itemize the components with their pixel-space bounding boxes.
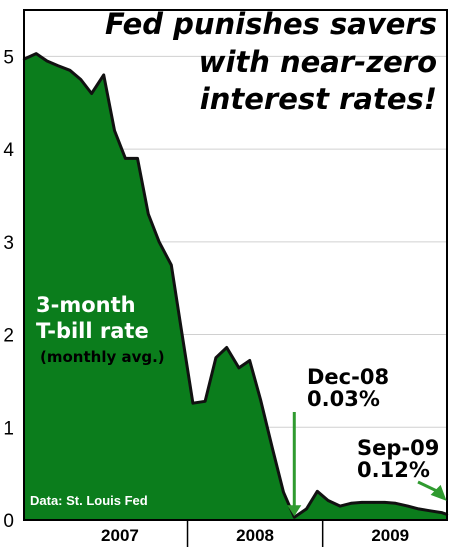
data-point [248, 359, 251, 362]
series-label-line-1: 3-month [36, 293, 136, 317]
data-point [225, 346, 228, 349]
x-tick-label: 2009 [371, 526, 409, 545]
data-point [34, 52, 38, 55]
data-point [417, 507, 420, 511]
data-point [271, 448, 274, 451]
data-point [428, 509, 431, 512]
data-point [79, 78, 82, 81]
x-axis-ticks: 2007 2008 2009 [101, 520, 409, 547]
data-point [124, 157, 127, 160]
data-point [214, 356, 218, 359]
data-point [136, 157, 139, 160]
data-point [203, 400, 207, 403]
y-tick-label: 3 [3, 233, 14, 254]
y-tick-label: 2 [3, 326, 14, 347]
annotation-arrow-sep09 [417, 480, 438, 493]
data-point [293, 516, 296, 519]
data-point [170, 263, 173, 267]
data-point [147, 212, 150, 216]
series-sublabel: (monthly avg.) [40, 348, 165, 366]
y-tick-label: 4 [3, 140, 14, 161]
y-tick-label: 5 [3, 47, 14, 68]
data-point [339, 504, 342, 508]
data-point [180, 333, 184, 336]
data-point [383, 501, 387, 504]
annotation-sep09-label: Sep-09 [357, 436, 439, 460]
data-point [349, 502, 353, 505]
data-point [326, 499, 330, 502]
annotation-sep09-value: 0.12% [357, 458, 430, 482]
chart-title-line-1: Fed punishes savers [105, 7, 437, 41]
annotation-dec08-label: Dec-08 [307, 365, 389, 389]
data-source: Data: St. Louis Fed [30, 493, 148, 508]
data-point [68, 69, 72, 72]
data-point [191, 401, 195, 405]
annotations: Dec-080.03% Sep-090.12% [287, 365, 447, 517]
data-point [157, 240, 161, 244]
data-point [113, 129, 116, 132]
annotation-dec08-value: 0.03% [307, 387, 380, 411]
data-point [56, 64, 59, 67]
data-point [406, 504, 410, 508]
data-point [305, 507, 308, 511]
data-point [259, 398, 262, 401]
y-tick-label: 0 [3, 511, 14, 532]
data-point [360, 501, 364, 504]
data-point [102, 73, 105, 77]
data-point [440, 511, 443, 514]
chart-title-line-3: interest rates! [200, 82, 437, 116]
data-point [372, 501, 376, 504]
data-point [316, 490, 319, 493]
plot-frame [23, 9, 448, 521]
data-point [45, 59, 49, 63]
x-tick-label: 2008 [236, 526, 274, 545]
y-axis-ticks: 0 1 2 3 4 5 [3, 47, 14, 532]
x-tick-label: 2007 [101, 526, 139, 545]
data-point [237, 366, 241, 370]
annotation-arrowhead-sep09 [430, 484, 447, 501]
data-point [90, 92, 93, 95]
series-label-line-2: T-bill rate [36, 319, 149, 343]
chart-title-line-2: with near-zero [199, 45, 437, 79]
rate-area [24, 53, 447, 520]
annotation-arrowhead-dec08 [287, 505, 302, 517]
data-point [394, 502, 397, 505]
data-point [282, 490, 285, 494]
y-tick-label: 1 [3, 418, 14, 439]
